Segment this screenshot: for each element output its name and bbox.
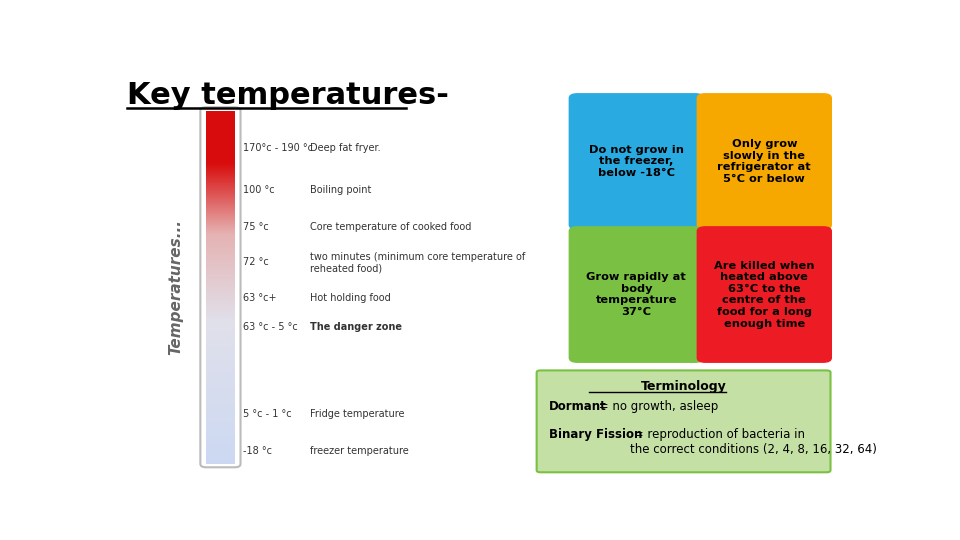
FancyBboxPatch shape xyxy=(697,226,832,363)
Text: 5 °c - 1 °c: 5 °c - 1 °c xyxy=(243,409,292,419)
Text: Dormant: Dormant xyxy=(549,400,607,413)
Text: two minutes (minimum core temperature of
reheated food): two minutes (minimum core temperature of… xyxy=(310,252,525,273)
Text: Binary Fission: Binary Fission xyxy=(549,428,642,441)
FancyBboxPatch shape xyxy=(537,370,830,472)
Text: 100 °c: 100 °c xyxy=(243,185,275,194)
FancyBboxPatch shape xyxy=(568,226,704,363)
Text: -18 °c: -18 °c xyxy=(243,447,272,456)
Text: 63 °c - 5 °c: 63 °c - 5 °c xyxy=(243,322,298,332)
Text: Only grow
slowly in the
refrigerator at
5°C or below: Only grow slowly in the refrigerator at … xyxy=(717,139,811,184)
Text: Are killed when
heated above
63°C to the
centre of the
food for a long
enough ti: Are killed when heated above 63°C to the… xyxy=(714,260,814,328)
FancyBboxPatch shape xyxy=(697,93,832,230)
Text: Fridge temperature: Fridge temperature xyxy=(310,409,404,419)
Text: 72 °c: 72 °c xyxy=(243,257,269,267)
Text: = reproduction of bacteria in
the correct conditions (2, 4, 8, 16, 32, 64): = reproduction of bacteria in the correc… xyxy=(630,428,876,456)
Text: Temperatures...: Temperatures... xyxy=(168,219,183,355)
Text: Deep fat fryer.: Deep fat fryer. xyxy=(310,143,380,153)
FancyBboxPatch shape xyxy=(568,93,704,230)
Text: Terminology: Terminology xyxy=(640,380,727,393)
Text: 63 °c+: 63 °c+ xyxy=(243,293,276,302)
Text: = no growth, asleep: = no growth, asleep xyxy=(595,400,719,413)
Text: Grow rapidly at
body
temperature
37°C: Grow rapidly at body temperature 37°C xyxy=(587,272,686,317)
Text: The danger zone: The danger zone xyxy=(310,322,401,332)
Text: Core temperature of cooked food: Core temperature of cooked food xyxy=(310,222,471,232)
Text: Boiling point: Boiling point xyxy=(310,185,372,194)
Text: freezer temperature: freezer temperature xyxy=(310,447,408,456)
Text: Do not grow in
the freezer,
below -18°C: Do not grow in the freezer, below -18°C xyxy=(588,145,684,178)
Text: 170°c - 190 °c: 170°c - 190 °c xyxy=(243,143,313,153)
Text: Hot holding food: Hot holding food xyxy=(310,293,391,302)
Text: Key temperatures-: Key temperatures- xyxy=(128,82,449,111)
Text: 75 °c: 75 °c xyxy=(243,222,269,232)
